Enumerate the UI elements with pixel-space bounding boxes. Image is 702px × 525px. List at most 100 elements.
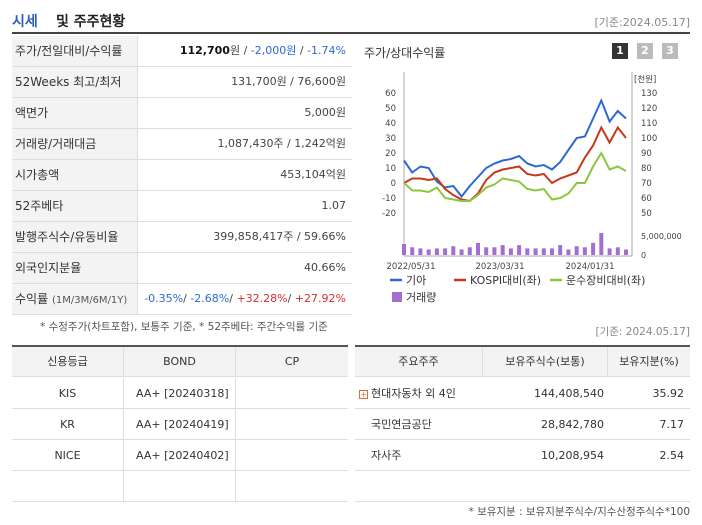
right-axis-unit: [천원]: [634, 74, 656, 85]
info-value-part: /: [183, 292, 191, 305]
chart-title: 주가/상대수익률: [364, 46, 446, 60]
chart-tab-2[interactable]: 2: [637, 43, 653, 59]
holder-name-cell[interactable]: + 현대자동차 외 4인: [355, 378, 483, 409]
info-note: * 수정주가(차트포함), 보통주 기준, * 52주베타: 주간수익률 기준: [40, 321, 328, 333]
holder-header: 주요주주: [355, 347, 483, 377]
info-value: 1.07: [322, 191, 347, 221]
volume-bar: [402, 244, 406, 255]
info-value-part: /: [287, 292, 295, 305]
holder-name-cell: 국민연금공단: [355, 409, 483, 440]
info-label-small: (1M/3M/6M/1Y): [51, 295, 128, 306]
info-value-part: -1.74%: [307, 44, 346, 57]
info-label-text: 수익률: [15, 292, 49, 306]
info-label-text: 52주베타: [15, 199, 64, 213]
chart-tab-1[interactable]: 1: [612, 43, 628, 59]
info-value: 5,000원: [304, 98, 346, 128]
volume-zero-label: 0: [641, 251, 646, 260]
reference-date: [기준:2024.05.17]: [594, 16, 690, 29]
series-line-1: [403, 125, 627, 203]
right-tick-label: 80: [641, 164, 652, 174]
info-row: 외국인지분율 40.66%: [12, 253, 352, 284]
volume-bar: [525, 248, 530, 255]
holder-pct-cell: 35.92: [608, 378, 690, 409]
legend-label-volume: 거래량: [406, 291, 436, 304]
left-tick-label: 40: [385, 119, 396, 129]
info-value-part: 131,700원 / 76,600원: [231, 75, 346, 88]
info-value-part: -2.68%: [190, 292, 230, 305]
major-shareholder-table: 주요주주 보유주식수(보통) 보유지분(%) + 현대자동차 외 4인 144,408,5…: [355, 345, 690, 502]
left-tick-label: -10: [382, 194, 396, 204]
credit-header: 신용등급: [12, 347, 124, 377]
holder-note: * 보유지분 : 보유지분주식수/지수산정주식수*100: [468, 506, 690, 518]
holder-shares-cell: 10,208,954: [483, 440, 608, 471]
holder-header: 보유지분(%): [608, 347, 690, 377]
x-tick-label: 2022/05/31: [387, 262, 436, 272]
info-label-text: 주가/전일대비/수익률: [15, 44, 123, 58]
legend-label: KOSPI대비(좌): [470, 274, 541, 287]
volume-bar: [541, 248, 546, 255]
info-row: 시가총액 453,104억원: [12, 160, 352, 191]
holder-name: 국민연금공단: [371, 418, 432, 431]
x-tick-label: 2023/03/31: [476, 262, 525, 272]
series-line-0: [403, 97, 627, 199]
volume-bar: [533, 248, 538, 255]
volume-axis-label: 5,000,000: [641, 232, 682, 241]
right-tick-label: 120: [641, 104, 657, 114]
reference-date-2: [기준: 2024.05.17]: [595, 326, 690, 338]
credit-cell-agency: KR: [12, 409, 124, 440]
volume-bar: [451, 246, 456, 255]
info-value-part: 5,000원: [304, 106, 346, 119]
chart-tab-3[interactable]: 3: [662, 43, 678, 59]
credit-cell-cp: [236, 378, 348, 409]
credit-cell-cp: [236, 440, 348, 471]
info-row: 52Weeks 최고/최저 131,700원 / 76,600원: [12, 67, 352, 98]
right-tick-label: 90: [641, 149, 652, 159]
credit-rating-table: 신용등급 BOND CP KIS AA+ [20240318] KR AA+ [202404…: [12, 345, 348, 502]
info-row: 수익률 (1M/3M/6M/1Y) -0.35%/ -2.68%/ +32.28%…: [12, 284, 352, 315]
info-label: 52Weeks 최고/최저: [12, 67, 138, 97]
info-value-part: +32.28%: [236, 292, 288, 305]
credit-header: BOND: [124, 347, 236, 377]
volume-bar: [582, 247, 587, 255]
section-title-main: 시세: [12, 14, 38, 30]
volume-bar: [500, 245, 505, 255]
x-tick-label: 2024/01/31: [566, 262, 615, 272]
volume-bar: [566, 249, 571, 255]
volume-bar: [615, 247, 620, 255]
info-label-text: 발행주식수/유동비율: [15, 230, 119, 244]
holder-pct-cell: 7.17: [608, 409, 690, 440]
volume-bar: [426, 249, 431, 255]
info-value: 40.66%: [304, 253, 346, 283]
holder-shares-cell: 28,842,780: [483, 409, 608, 440]
expand-plus-icon[interactable]: +: [359, 389, 368, 399]
info-label: 수익률 (1M/3M/6M/1Y): [12, 284, 138, 314]
right-tick-label: 100: [641, 134, 657, 144]
credit-cell-bond: [124, 471, 236, 502]
section-title-rest: 및 주주현황: [56, 14, 126, 30]
credit-cell-agency: NICE: [12, 440, 124, 471]
info-value-part: 40.66%: [304, 261, 346, 274]
credit-header: CP: [236, 347, 348, 377]
holder-name: 자사주: [371, 449, 402, 462]
right-tick-label: 110: [641, 119, 657, 129]
info-value-part: 원 /: [229, 44, 251, 57]
info-label: 외국인지분율: [12, 253, 138, 283]
volume-bar: [492, 247, 497, 255]
info-value-part: +27.92%: [294, 292, 346, 305]
info-value-part: 399,858,417주 / 59.66%: [213, 230, 346, 243]
right-tick-label: 60: [641, 194, 652, 204]
right-tick-label: 70: [641, 179, 652, 189]
info-label: 주가/전일대비/수익률: [12, 36, 138, 66]
credit-cell-agency: KIS: [12, 378, 124, 409]
info-value: 112,700원 / -2,000원 / -1.74%: [180, 36, 346, 66]
volume-bar: [558, 245, 563, 255]
holder-name-cell: 자사주: [355, 440, 483, 471]
volume-bar: [550, 248, 554, 255]
legend-label: 기아: [406, 274, 426, 287]
volume-bar: [607, 248, 612, 255]
volume-bar: [599, 233, 604, 255]
info-value: -0.35%/ -2.68%/ +32.28%/ +27.92%: [144, 284, 346, 314]
info-label: 거래량/거래대금: [12, 129, 138, 159]
info-value-part: 112,700: [179, 44, 230, 57]
credit-cell-cp: [236, 409, 348, 440]
